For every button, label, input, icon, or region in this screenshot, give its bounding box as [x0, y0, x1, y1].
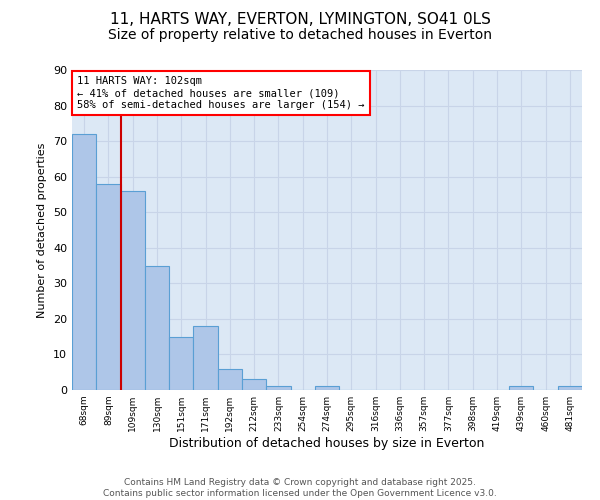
- X-axis label: Distribution of detached houses by size in Everton: Distribution of detached houses by size …: [169, 437, 485, 450]
- Bar: [169, 336, 193, 390]
- Bar: [558, 386, 582, 390]
- Text: 11 HARTS WAY: 102sqm
← 41% of detached houses are smaller (109)
58% of semi-deta: 11 HARTS WAY: 102sqm ← 41% of detached h…: [77, 76, 365, 110]
- Bar: [509, 386, 533, 390]
- Bar: [315, 386, 339, 390]
- Bar: [96, 184, 121, 390]
- Text: 11, HARTS WAY, EVERTON, LYMINGTON, SO41 0LS: 11, HARTS WAY, EVERTON, LYMINGTON, SO41 …: [110, 12, 490, 28]
- Bar: [193, 326, 218, 390]
- Bar: [72, 134, 96, 390]
- Bar: [145, 266, 169, 390]
- Bar: [266, 386, 290, 390]
- Bar: [218, 368, 242, 390]
- Text: Size of property relative to detached houses in Everton: Size of property relative to detached ho…: [108, 28, 492, 42]
- Text: Contains HM Land Registry data © Crown copyright and database right 2025.
Contai: Contains HM Land Registry data © Crown c…: [103, 478, 497, 498]
- Bar: [121, 191, 145, 390]
- Y-axis label: Number of detached properties: Number of detached properties: [37, 142, 47, 318]
- Bar: [242, 380, 266, 390]
